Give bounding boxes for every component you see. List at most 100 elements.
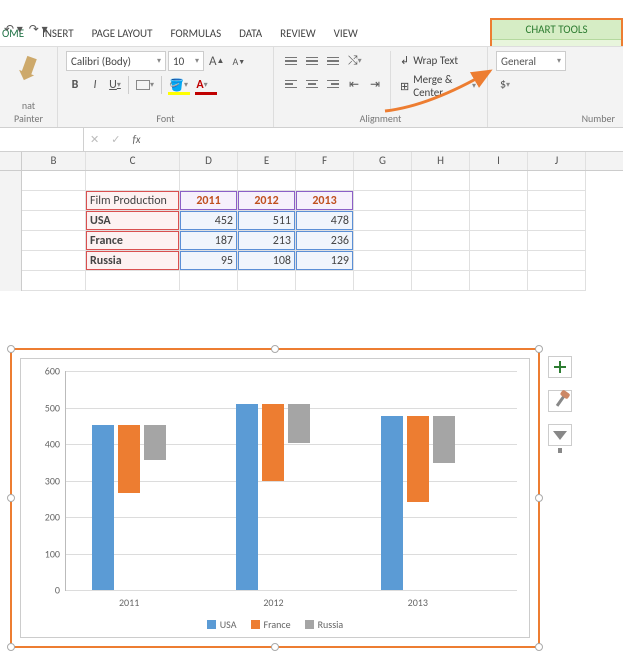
chart-legend[interactable]: USA France Russia — [21, 618, 529, 631]
bar[interactable] — [381, 416, 403, 590]
font-name-select[interactable]: Calibri (Body) — [66, 51, 166, 71]
cell[interactable]: 2011 — [180, 191, 238, 211]
cell[interactable] — [22, 211, 86, 231]
cell[interactable] — [296, 271, 354, 291]
chart-styles-button[interactable] — [548, 390, 572, 412]
chart-elements-button[interactable] — [548, 356, 572, 378]
resize-handle[interactable] — [7, 345, 15, 353]
grow-font-button[interactable]: A▲ — [206, 51, 227, 71]
cell[interactable] — [180, 271, 238, 291]
bar[interactable] — [118, 425, 140, 493]
bar[interactable] — [288, 404, 310, 443]
underline-button[interactable]: U — [106, 75, 124, 95]
cell[interactable]: 2012 — [238, 191, 296, 211]
align-middle-button[interactable] — [303, 51, 321, 71]
align-top-button[interactable] — [282, 51, 300, 71]
cell[interactable]: 511 — [238, 211, 296, 231]
cell[interactable]: 2013 — [296, 191, 354, 211]
column-header[interactable]: E — [238, 152, 296, 170]
cell[interactable]: 187 — [180, 231, 238, 251]
column-header[interactable]: I — [470, 152, 528, 170]
cell[interactable] — [354, 191, 412, 211]
tab-page-layout[interactable]: PAGE LAYOUT — [92, 27, 153, 40]
undo-icon[interactable]: ↶ ▾ — [4, 22, 23, 37]
increase-indent-button[interactable]: ⇥ — [366, 74, 384, 94]
bar[interactable] — [262, 404, 284, 482]
cell[interactable]: 236 — [296, 231, 354, 251]
tab-formulas[interactable]: FORMULAS — [170, 27, 221, 40]
font-size-select[interactable]: 10 — [168, 51, 204, 71]
legend-item[interactable]: France — [251, 618, 291, 631]
cell[interactable] — [412, 211, 470, 231]
cancel-formula-icon[interactable]: ✕ — [84, 133, 105, 146]
cell[interactable] — [412, 251, 470, 271]
cell[interactable] — [528, 231, 586, 251]
cell[interactable] — [354, 251, 412, 271]
cell[interactable] — [354, 211, 412, 231]
column-header[interactable]: G — [354, 152, 412, 170]
decrease-indent-button[interactable]: ⇤ — [345, 74, 363, 94]
tab-view[interactable]: VIEW — [334, 27, 358, 40]
italic-button[interactable]: I — [86, 75, 104, 95]
chart-object[interactable]: 0100200300400500600201120122013 USA Franc… — [10, 348, 540, 648]
cell[interactable] — [22, 271, 86, 291]
bar[interactable] — [236, 404, 258, 591]
tab-review[interactable]: REVIEW — [280, 27, 316, 40]
align-center-button[interactable] — [303, 74, 321, 94]
align-left-button[interactable] — [282, 74, 300, 94]
cell[interactable]: France — [86, 231, 180, 251]
cell[interactable] — [528, 171, 586, 191]
cell[interactable] — [354, 171, 412, 191]
bar[interactable] — [144, 425, 166, 460]
align-right-button[interactable] — [324, 74, 342, 94]
cell[interactable] — [470, 271, 528, 291]
legend-item[interactable]: Russia — [305, 618, 344, 631]
wrap-text-button[interactable]: ↲ Wrap Text — [397, 51, 479, 70]
cell[interactable] — [528, 191, 586, 211]
merge-center-button[interactable]: ⊞ Merge & Center — [397, 70, 479, 102]
column-header[interactable]: B — [22, 152, 86, 170]
accept-formula-icon[interactable]: ✓ — [105, 133, 126, 146]
cell[interactable] — [22, 191, 86, 211]
cell[interactable]: 95 — [180, 251, 238, 271]
resize-handle[interactable] — [535, 643, 543, 651]
bar[interactable] — [433, 416, 455, 463]
column-header[interactable]: J — [528, 152, 586, 170]
resize-handle[interactable] — [7, 643, 15, 651]
column-header[interactable]: D — [180, 152, 238, 170]
cell[interactable]: 478 — [296, 211, 354, 231]
cell[interactable] — [22, 231, 86, 251]
cell[interactable]: Film Production — [86, 191, 180, 211]
cell[interactable] — [86, 171, 180, 191]
cell[interactable] — [22, 171, 86, 191]
plot-area[interactable]: 0100200300400500600201120122013 — [65, 371, 517, 591]
cell[interactable] — [412, 191, 470, 211]
cell[interactable] — [470, 171, 528, 191]
cell[interactable] — [528, 271, 586, 291]
cell[interactable] — [180, 171, 238, 191]
legend-item[interactable]: USA — [207, 618, 237, 631]
cell[interactable]: 129 — [296, 251, 354, 271]
column-header[interactable]: H — [412, 152, 470, 170]
cell[interactable] — [238, 171, 296, 191]
cell[interactable] — [470, 211, 528, 231]
border-button[interactable] — [133, 75, 157, 95]
cell[interactable]: 452 — [180, 211, 238, 231]
resize-handle[interactable] — [535, 494, 543, 502]
bar[interactable] — [92, 425, 114, 590]
resize-handle[interactable] — [535, 345, 543, 353]
cell[interactable] — [296, 171, 354, 191]
resize-handle[interactable] — [7, 494, 15, 502]
bold-button[interactable]: B — [66, 75, 84, 95]
cell[interactable] — [528, 251, 586, 271]
cell[interactable]: 108 — [238, 251, 296, 271]
redo-icon[interactable]: ↷ ▾ — [29, 22, 48, 37]
align-bottom-button[interactable] — [324, 51, 342, 71]
column-header[interactable]: C — [86, 152, 180, 170]
cell[interactable] — [86, 271, 180, 291]
fx-button[interactable]: fx — [126, 133, 146, 146]
cell[interactable] — [412, 231, 470, 251]
font-color-button[interactable]: A — [193, 75, 211, 95]
resize-handle[interactable] — [271, 643, 279, 651]
number-format-select[interactable]: General — [496, 51, 566, 71]
